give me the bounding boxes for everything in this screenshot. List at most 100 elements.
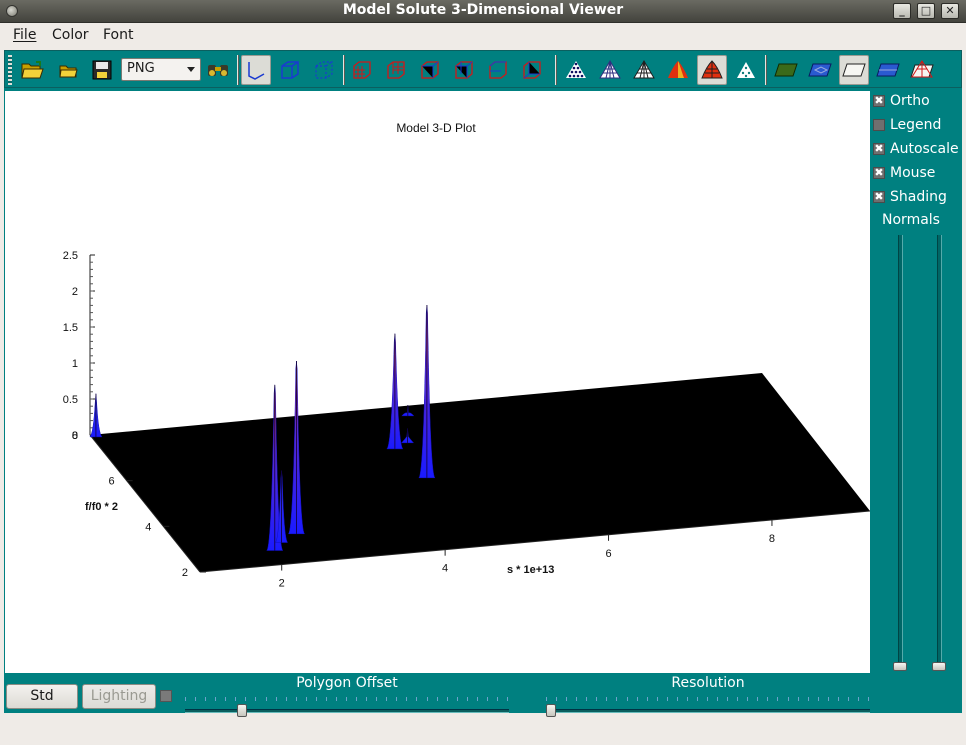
box-frame-icon[interactable] (275, 55, 305, 85)
shading-checkbox[interactable]: ✖ Shading (873, 188, 947, 206)
slider-tick (486, 697, 488, 701)
box-frame-dotted-icon[interactable] (309, 55, 339, 85)
close-button[interactable]: ✕ (941, 3, 959, 19)
minimize-button[interactable]: _ (893, 3, 911, 19)
normals-slider-2[interactable] (937, 235, 942, 667)
hidden-line-mesh-icon[interactable] (629, 55, 659, 85)
slider-tick (616, 697, 618, 701)
resolution-slider[interactable] (546, 709, 870, 713)
menu-file[interactable]: File (13, 27, 36, 43)
slider-tick (646, 697, 648, 701)
slider-tick (606, 697, 608, 701)
slider-tick (847, 697, 849, 701)
z-tick-label: 2.5 (63, 250, 78, 262)
slider-tick (857, 697, 859, 701)
maximize-button[interactable]: □ (917, 3, 935, 19)
menu-color-label: Color (52, 27, 89, 43)
normals-label: Normals (882, 212, 940, 228)
slider-tick (827, 697, 829, 701)
slider-tick (576, 697, 578, 701)
slider-tick (767, 697, 769, 701)
menu-color[interactable]: Color (52, 27, 89, 43)
open-folder-icon[interactable] (17, 55, 47, 85)
floor-full-mesh-icon[interactable] (907, 55, 937, 85)
normals-slider-1-handle[interactable] (893, 662, 907, 671)
grid-box-6-icon[interactable] (517, 55, 547, 85)
normals-slider-1[interactable] (898, 235, 903, 667)
slider-tick (496, 697, 498, 701)
chevron-down-icon (187, 67, 195, 72)
floor-mesh-icon[interactable] (805, 55, 835, 85)
toolbar-separator (237, 55, 239, 85)
plot-canvas[interactable]: Model 3-D Plot 0 0.5 1 1.5 2 2.5 2 4 6 8 f/f0 * … (5, 91, 871, 673)
mouse-checkbox[interactable]: ✖ Mouse (873, 164, 935, 182)
menu-bar: File Color Font (0, 23, 966, 48)
format-select[interactable]: PNG (121, 58, 201, 81)
ortho-check-box[interactable]: ✖ (873, 94, 885, 107)
slider-tick (265, 697, 267, 701)
polygon-offset-slider[interactable] (185, 709, 509, 713)
plot-floor (90, 373, 870, 572)
autoscale-checkbox[interactable]: ✖ Autoscale (873, 140, 959, 158)
slider-tick (235, 697, 237, 701)
grid-box-1-icon[interactable] (347, 55, 377, 85)
x-axis-label: s * 1e+13 (507, 564, 554, 576)
slider-tick (777, 697, 779, 701)
toolbar-separator (343, 55, 345, 85)
filled-mesh-icon[interactable] (697, 55, 727, 85)
polygon-offset-handle[interactable] (237, 704, 247, 717)
slider-tick (205, 697, 207, 701)
shading-check-box[interactable]: ✖ (873, 190, 885, 203)
floor-color-icon[interactable] (771, 55, 801, 85)
plot-title: Model 3-D Plot (396, 121, 476, 135)
lighting-checkbox[interactable] (160, 690, 172, 702)
slider-tick (245, 697, 247, 701)
resolution-label: Resolution (671, 675, 745, 691)
plot-svg: Model 3-D Plot 0 0.5 1 1.5 2 2.5 2 4 6 8 f/f0 * … (63, 121, 871, 590)
grid-box-5-icon[interactable] (483, 55, 513, 85)
slider-tick (386, 697, 388, 701)
title-bar: Model Solute 3-Dimensional Viewer _ □ ✕ (0, 0, 966, 23)
floor-filled-icon[interactable] (873, 55, 903, 85)
slider-tick (436, 697, 438, 701)
grid-box-4-icon[interactable] (449, 55, 479, 85)
grid-box-2-icon[interactable] (381, 55, 411, 85)
menu-font[interactable]: Font (103, 27, 133, 43)
window-menu-icon[interactable] (6, 5, 18, 17)
autoscale-check-box[interactable]: ✖ (873, 142, 885, 155)
legend-check-box[interactable] (873, 119, 885, 131)
slider-tick (466, 697, 468, 701)
x-axis-ticks: 2 4 6 8 (279, 519, 775, 590)
slider-tick (426, 697, 428, 701)
z-tick-label: 0.5 (63, 394, 78, 406)
format-select-value: PNG (127, 61, 155, 76)
toolbar: PNG (4, 50, 962, 88)
slider-tick (837, 697, 839, 701)
mouse-check-box[interactable]: ✖ (873, 166, 885, 179)
toolbar-grip[interactable] (8, 55, 12, 85)
legend-checkbox[interactable]: Legend (873, 116, 941, 134)
lighting-button[interactable]: Lighting (82, 684, 156, 709)
resolution-handle[interactable] (546, 704, 556, 717)
binoculars-icon[interactable] (203, 55, 233, 85)
x-tick-label: 4 (442, 563, 448, 575)
filled-surface-icon[interactable] (663, 55, 693, 85)
axes-frame-icon[interactable] (241, 55, 271, 85)
shading-label: Shading (890, 189, 947, 205)
slider-tick (737, 697, 739, 701)
slider-tick (797, 697, 799, 701)
slider-tick (346, 697, 347, 701)
points-mesh-icon[interactable] (561, 55, 591, 85)
slider-tick (305, 697, 307, 701)
save-disk-icon[interactable] (87, 55, 117, 85)
slider-tick (185, 697, 186, 701)
std-button[interactable]: Std (6, 684, 78, 709)
normals-slider-2-handle[interactable] (932, 662, 946, 671)
floor-empty-icon[interactable] (839, 55, 869, 85)
slider-tick (717, 697, 719, 701)
ortho-checkbox[interactable]: ✖ Ortho (873, 92, 930, 110)
wireframe-mesh-icon[interactable] (595, 55, 625, 85)
dots-surface-icon[interactable] (731, 55, 761, 85)
grid-box-3-icon[interactable] (415, 55, 445, 85)
open-file-icon[interactable] (53, 55, 83, 85)
